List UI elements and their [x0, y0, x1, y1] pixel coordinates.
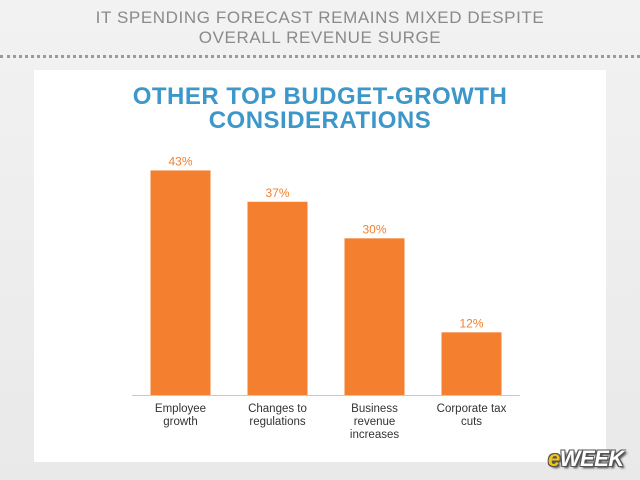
dotted-divider [0, 55, 640, 58]
category-label-3-line-1: cuts [461, 416, 482, 428]
category-label-1-line-1: regulations [249, 416, 306, 428]
bar-3 [441, 332, 502, 395]
headline-line-2: OVERALL REVENUE SURGE [198, 28, 442, 47]
data-label-1: 37% [265, 186, 289, 200]
headline: IT SPENDING FORECAST REMAINS MIXED DESPI… [0, 8, 640, 48]
category-label-0-line-1: growth [163, 416, 198, 428]
category-label-2-line-2: increases [350, 429, 399, 441]
category-label-0-line-0: Employee [155, 403, 206, 415]
bar-2 [344, 238, 405, 395]
category-label-2-line-1: revenue [354, 416, 396, 428]
data-label-3: 12% [459, 316, 483, 330]
eweek-logo: eWEEK [548, 446, 624, 471]
bar-0 [150, 170, 211, 395]
category-label-3-line-0: Corporate tax [437, 403, 507, 415]
bar-1 [247, 201, 308, 395]
category-label-1-line-0: Changes to [248, 403, 307, 415]
category-label-2-line-0: Business [351, 403, 398, 415]
chart-title-line-2: CONSIDERATIONS [208, 107, 432, 134]
chart-title: OTHER TOP BUDGET-GROWTH CONSIDERATIONS [0, 85, 640, 133]
data-label-0: 43% [168, 154, 192, 168]
chart-title-line-1: OTHER TOP BUDGET-GROWTH [132, 83, 508, 110]
data-label-2: 30% [362, 222, 386, 236]
chart-slide [34, 70, 606, 462]
headline-line-1: IT SPENDING FORECAST REMAINS MIXED DESPI… [95, 8, 545, 27]
